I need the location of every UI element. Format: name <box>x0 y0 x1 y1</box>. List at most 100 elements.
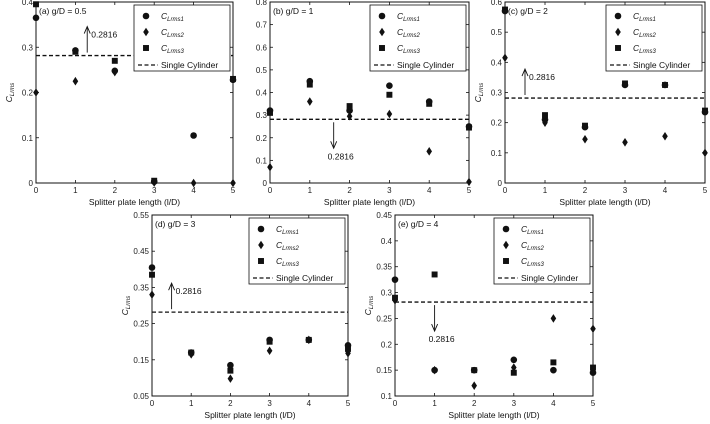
data-point-square <box>550 359 557 366</box>
data-point-circle <box>510 356 518 364</box>
legend-box <box>605 4 703 72</box>
y-tick-label: 0.3 <box>22 43 34 52</box>
data-point-square <box>582 122 588 129</box>
data-point-diamond <box>230 178 236 188</box>
chart-panel-d: 0.05 0.15 0.25 0.35 0.45 0.55 0 1 2 3 4 5 Splitter p… <box>120 211 352 420</box>
x-tick-label: 2 <box>113 186 118 195</box>
y-tick-label: 0 <box>29 179 34 188</box>
y-tick-label: 0.5 <box>491 28 503 37</box>
y-tick-label: 0.2 <box>22 89 34 98</box>
reference-arrowhead <box>431 323 439 333</box>
y-axis-label: CLrms <box>120 296 132 315</box>
y-tick-label: 0.45 <box>376 211 392 220</box>
y-axis-label-group: CLrms <box>120 296 132 315</box>
x-tick-label: 1 <box>189 399 194 408</box>
x-tick-label: 0 <box>503 186 508 195</box>
data-point-diamond <box>542 118 548 127</box>
data-point-square <box>542 112 548 119</box>
data-point-diamond <box>227 374 234 383</box>
data-point-circle <box>227 361 234 369</box>
y-tick-label: 0.6 <box>491 0 503 7</box>
legend-entry-reference: Single Cylinder <box>161 60 218 70</box>
data-point-circle <box>148 264 156 271</box>
plot-frame <box>151 214 349 397</box>
y-tick-label: 0.15 <box>376 366 392 375</box>
x-tick-label: 0 <box>393 399 398 408</box>
legend-entry: CLrms2 <box>276 240 299 252</box>
legend: CLrms1 CLrms2 CLrms3 Single Cylinder <box>605 4 703 72</box>
y-axis-label: CLrms <box>363 296 375 315</box>
data-point-circle <box>32 14 40 22</box>
x-tick-label: 5 <box>703 186 708 195</box>
reference-arrowhead <box>330 141 338 150</box>
x-tick-label: 4 <box>427 186 432 195</box>
plot-frame <box>394 214 594 397</box>
y-tick-label: 0.45 <box>133 247 149 256</box>
data-point-diamond <box>550 314 557 323</box>
chart-panel-c: 0 0.1 0.2 0.3 0.4 0.5 0.6 0 1 2 3 4 5 Splitter plate … <box>473 0 709 207</box>
y-tick-label: 0.25 <box>376 314 392 323</box>
panel-label: (d) g/D = 3 <box>155 219 196 229</box>
data-point-diamond <box>306 97 313 106</box>
data-point-square <box>188 349 195 356</box>
y-tick-label: 0.1 <box>381 392 393 401</box>
x-tick-label: 0 <box>150 399 155 408</box>
legend-marker-square <box>379 45 385 51</box>
data-point-circle <box>386 82 393 90</box>
y-tick-label: 0.6 <box>256 43 268 52</box>
data-point-diamond <box>267 162 273 172</box>
legend-entry: CLrms1 <box>161 11 184 23</box>
y-tick-label: 0.8 <box>256 0 268 7</box>
x-axis-label: Splitter plate length (l/D) <box>324 197 415 207</box>
x-tick-label: 3 <box>387 186 392 195</box>
data-point-diamond <box>149 290 155 299</box>
legend-marker-circle <box>614 12 622 20</box>
legend-marker-diamond <box>143 27 149 37</box>
y-tick-label: 0.3 <box>381 289 393 298</box>
data-point-square <box>346 103 353 110</box>
reference-value-label: 0.2816 <box>429 334 455 344</box>
x-tick-label: 3 <box>267 399 272 408</box>
data-point-square <box>392 294 398 301</box>
x-tick-label: 5 <box>346 399 351 408</box>
reference-arrowhead <box>521 67 529 77</box>
panel-label: (e) g/D = 4 <box>398 219 439 229</box>
data-point-square <box>590 364 596 371</box>
data-point-diamond <box>426 147 433 156</box>
y-tick-label: 0.55 <box>133 211 149 220</box>
y-tick-label: 0.4 <box>256 89 268 98</box>
y-axis-label: CLrms <box>473 83 485 102</box>
data-point-square <box>306 81 313 88</box>
legend-marker-diamond <box>615 27 621 37</box>
data-point-circle <box>589 369 597 377</box>
data-point-square <box>471 367 478 374</box>
x-tick-label: 2 <box>472 399 477 408</box>
y-tick-label: 0.1 <box>491 149 503 158</box>
legend-box <box>248 217 346 285</box>
x-tick-label: 2 <box>583 186 588 195</box>
legend-marker-circle <box>502 225 510 233</box>
x-tick-label: 0 <box>268 186 273 195</box>
legend-entry: CLrms2 <box>633 27 656 39</box>
y-axis-label-group: CLrms <box>363 296 375 315</box>
x-axis-label: Splitter plate length (l/D) <box>89 197 180 207</box>
legend-entry: CLrms2 <box>397 27 420 39</box>
chart-panel-a: 0 0.1 0.2 0.3 0.4 0 1 2 3 4 5 Splitter plate length… <box>4 0 237 207</box>
data-point-square <box>386 91 393 98</box>
legend: CLrms1 CLrms2 CLrms3 Single Cylinder <box>248 217 346 285</box>
y-tick-label: 0.35 <box>376 263 392 272</box>
y-axis-label-group: CLrms <box>4 83 16 102</box>
legend-entry-reference: Single Cylinder <box>397 60 454 70</box>
x-axis-label: Splitter plate length (l/D) <box>448 410 539 420</box>
data-point-diamond <box>111 67 118 77</box>
data-point-diamond <box>622 137 628 147</box>
reference-value-label: 0.2816 <box>91 30 117 40</box>
x-tick-label: 1 <box>543 186 548 195</box>
y-tick-label: 0.2 <box>491 119 503 128</box>
y-tick-label: 0.5 <box>256 66 268 75</box>
data-point-square <box>72 48 79 55</box>
x-tick-label: 4 <box>191 186 196 195</box>
legend-marker-circle <box>257 225 265 233</box>
data-point-square <box>426 100 433 107</box>
